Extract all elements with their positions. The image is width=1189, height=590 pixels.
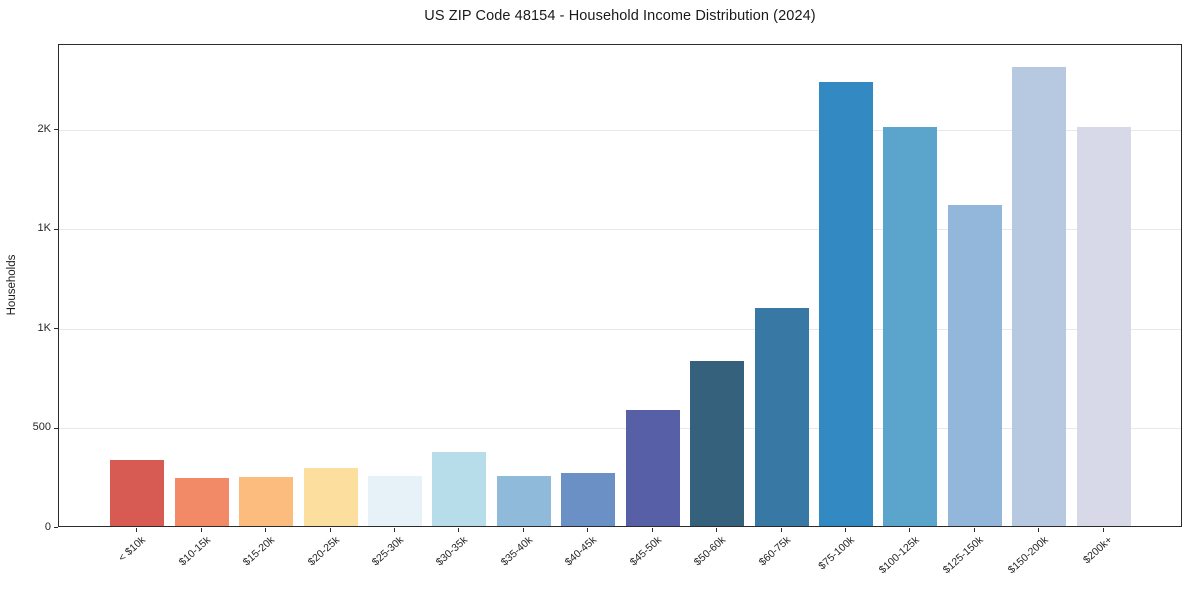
x-tick-label: $50-60k [691, 534, 729, 569]
x-tick-label-anchor: $20-25k [305, 527, 341, 568]
x-tick-label-anchor: $45-50k [628, 527, 664, 568]
bar-200k [1076, 127, 1131, 526]
x-tick-mark [780, 528, 782, 532]
x-tick-label-anchor: $200k+ [1081, 527, 1115, 566]
bar-30-35k [432, 452, 487, 526]
gridline [59, 229, 1181, 231]
x-tick-mark [522, 528, 524, 532]
x-tick-mark [1038, 528, 1040, 532]
x-tick-label: $15-20k [240, 534, 278, 569]
x-tick-label: $20-25k [305, 534, 342, 569]
x-tick-label-anchor: $150-200k [1005, 527, 1050, 576]
bar-75-100k [819, 81, 874, 526]
x-tick-label-anchor: $40-45k [563, 527, 599, 568]
bar-20-25k [303, 468, 358, 526]
y-tick-mark [54, 129, 58, 131]
plot-area [58, 44, 1182, 527]
y-tick-mark [54, 527, 58, 528]
gridline [59, 129, 1181, 131]
bar-60-75k [754, 308, 809, 526]
x-tick-label: $10-15k [176, 534, 213, 569]
x-tick-label-anchor: $125-150k [941, 527, 986, 576]
y-tick-mark [54, 427, 58, 429]
x-tick-label-anchor: $15-20k [241, 527, 277, 568]
bar-100-125k [883, 127, 938, 526]
x-tick-label-anchor: $10-15k [176, 527, 212, 568]
x-tick-label: $40-45k [563, 534, 600, 569]
x-tick-mark [909, 528, 911, 532]
bar-125-150k [947, 205, 1002, 526]
x-tick-mark [1102, 528, 1104, 532]
x-tick-label: $30-35k [434, 534, 471, 569]
y-tick-label: 0 [44, 520, 51, 533]
x-tick-mark [265, 528, 267, 532]
bar-10-15k [174, 478, 229, 526]
x-tick-label: $125-150k [941, 534, 986, 577]
x-tick-label: $75-100k [816, 534, 858, 573]
x-tick-label-anchor: $75-100k [816, 527, 857, 572]
x-tick-mark [651, 528, 653, 532]
y-tick-label: 1K [37, 222, 51, 235]
x-tick-mark [393, 528, 395, 532]
x-tick-label: $25-30k [369, 534, 406, 569]
x-tick-label-anchor: $100-125k [877, 527, 922, 576]
x-tick-label: $45-50k [627, 534, 664, 569]
y-tick-mark [54, 228, 58, 230]
x-tick-label: < $10k [116, 534, 149, 565]
bar-40-45k [561, 473, 616, 526]
x-tick-label-anchor: $35-40k [499, 527, 535, 568]
bar-10k [110, 460, 165, 526]
x-tick-label: $35-40k [498, 534, 535, 569]
bar-45-50k [625, 409, 680, 526]
x-tick-label: $100-125k [876, 534, 922, 577]
x-tick-mark [200, 528, 202, 532]
chart-title: US ZIP Code 48154 - Household Income Dis… [424, 8, 816, 24]
y-tick-mark [54, 328, 58, 330]
x-tick-label-anchor: $25-30k [370, 527, 406, 568]
y-tick-label: 2K [37, 122, 51, 135]
x-tick-mark [458, 528, 460, 532]
x-tick-label-anchor: $50-60k [692, 527, 728, 568]
bar-15-20k [239, 477, 294, 526]
x-tick-mark [329, 528, 331, 532]
x-tick-mark [587, 528, 589, 532]
y-tick-label: 500 [32, 421, 51, 434]
bar-25-30k [367, 476, 422, 526]
x-tick-label-anchor: $60-75k [756, 527, 792, 568]
bar-50-60k [690, 361, 745, 526]
x-tick-label-anchor: $30-35k [434, 527, 470, 568]
x-tick-label: $60-75k [756, 534, 793, 569]
x-tick-label: $200k+ [1080, 534, 1115, 567]
y-axis-label: Households [6, 254, 18, 316]
x-tick-mark [973, 528, 975, 532]
x-tick-label: $150-200k [1005, 534, 1051, 577]
x-tick-mark [136, 528, 138, 532]
x-tick-mark [845, 528, 847, 532]
x-tick-mark [716, 528, 718, 532]
x-tick-label-anchor: < $10k [117, 527, 149, 564]
gridline [59, 428, 1181, 430]
y-tick-label: 1K [37, 321, 51, 334]
bar-150-200k [1012, 66, 1067, 526]
gridline [59, 328, 1181, 330]
bar-35-40k [496, 476, 551, 526]
